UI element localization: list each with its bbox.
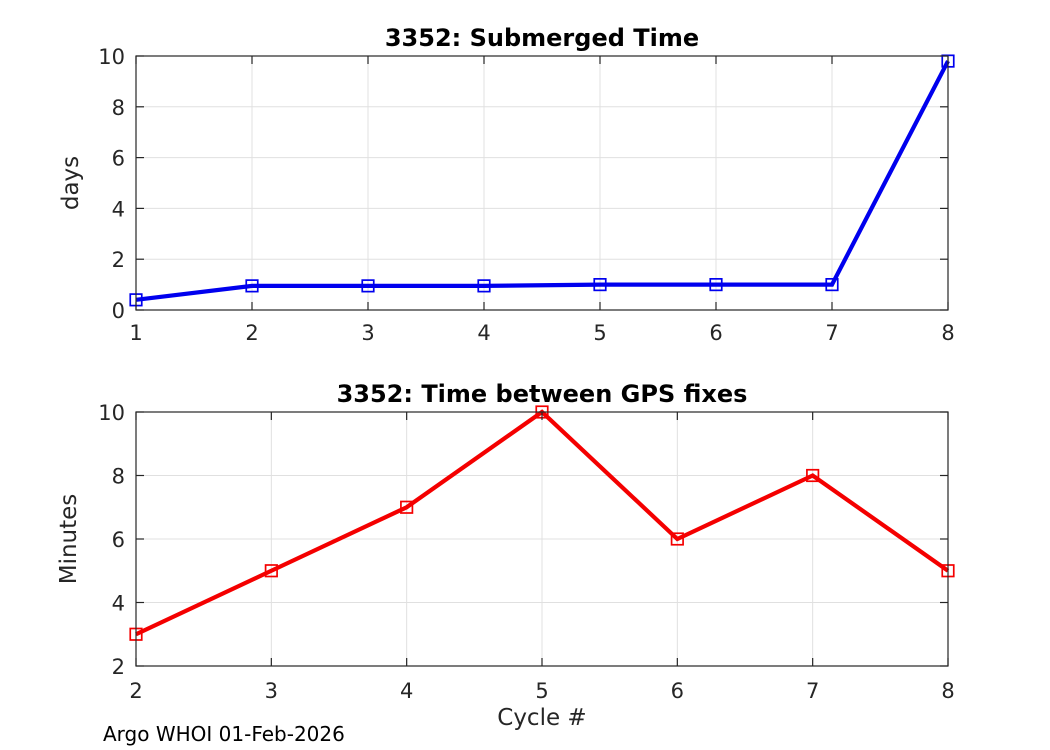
y-tick-label: 8 [112, 465, 125, 489]
y-axis-label: Minutes [56, 494, 82, 585]
x-tick-label: 7 [825, 321, 838, 345]
x-tick-label: 6 [709, 321, 722, 345]
data-marker-submerged-time [593, 278, 607, 292]
x-tick-label: 4 [400, 679, 413, 703]
x-tick-label: 2 [129, 679, 142, 703]
x-tick-label: 3 [265, 679, 278, 703]
x-tick-label: 5 [593, 321, 606, 345]
data-marker-gps-fix-interval [400, 500, 414, 514]
x-tick-label: 2 [245, 321, 258, 345]
x-tick-label: 8 [941, 321, 954, 345]
x-tick-label: 7 [806, 679, 819, 703]
x-axis-label: Cycle # [497, 705, 586, 731]
data-marker-submerged-time [825, 278, 839, 292]
y-tick-label: 10 [98, 45, 125, 69]
data-marker-submerged-time [361, 279, 375, 293]
footer-credit: Argo WHOI 01-Feb-2026 [103, 722, 345, 746]
data-marker-gps-fix-interval [670, 532, 684, 546]
y-tick-label: 2 [112, 655, 125, 679]
data-marker-gps-fix-interval [806, 468, 820, 483]
x-tick-label: 8 [941, 679, 954, 703]
chart-title: 3352: Submerged Time [385, 24, 699, 52]
y-tick-label: 10 [98, 401, 125, 425]
series-line-submerged-time [135, 60, 950, 302]
y-tick-label: 4 [112, 197, 125, 221]
data-marker-submerged-time [477, 279, 491, 293]
y-tick-label: 2 [112, 248, 125, 272]
y-tick-label: 8 [112, 96, 125, 120]
x-tick-label: 4 [477, 321, 490, 345]
x-tick-label: 1 [129, 321, 142, 345]
y-tick-label: 4 [112, 592, 125, 616]
chart-title: 3352: Time between GPS fixes [337, 380, 748, 408]
y-tick-label: 6 [112, 147, 125, 171]
data-marker-submerged-time [245, 279, 259, 293]
y-tick-label: 0 [112, 299, 125, 323]
data-marker-submerged-time [709, 278, 723, 292]
x-tick-label: 6 [671, 679, 684, 703]
x-tick-label: 5 [535, 679, 548, 703]
data-marker-gps-fix-interval [264, 564, 278, 578]
x-tick-label: 3 [361, 321, 374, 345]
plot-box [135, 55, 949, 311]
y-axis-label: days [58, 156, 84, 210]
y-tick-label: 6 [112, 528, 125, 552]
